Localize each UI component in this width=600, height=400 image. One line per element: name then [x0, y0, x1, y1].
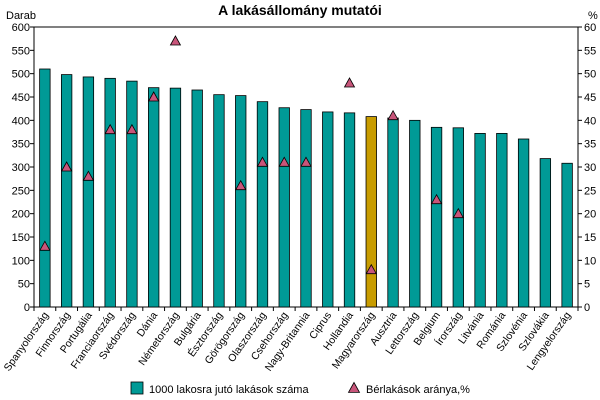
y-right-tick-label: 0 — [584, 302, 590, 314]
y-right-tick-label: 30 — [584, 162, 596, 174]
marker-point — [104, 123, 116, 135]
bar — [387, 117, 399, 308]
y-right-tick-label: 60 — [584, 22, 596, 34]
y-right-tick-label: 10 — [584, 255, 596, 267]
y-left-tick-label: 300 — [12, 162, 30, 174]
bar — [169, 87, 182, 308]
bar — [148, 87, 160, 308]
bar — [278, 107, 290, 308]
y-right-tick-label: 15 — [584, 232, 596, 244]
y-right-tick-label: 50 — [584, 69, 596, 81]
y-left-tick-label: 50 — [18, 279, 30, 291]
bar — [517, 138, 530, 308]
y-left-tick-label: 100 — [12, 255, 30, 267]
bar — [60, 74, 73, 308]
bar — [213, 94, 225, 308]
bar — [256, 101, 269, 308]
legend: 1000 lakosra jutó lakások száma Bérlakáso… — [130, 381, 470, 396]
marker-point — [235, 179, 247, 191]
bar — [409, 119, 421, 308]
y-left-tick-label: 550 — [12, 45, 30, 57]
marker-point — [126, 123, 138, 135]
bar — [82, 76, 95, 308]
marker-point — [452, 207, 464, 219]
legend-swatch-bars — [130, 381, 144, 395]
y-left-tick-label: 350 — [12, 139, 30, 151]
bar — [343, 112, 356, 308]
marker-point — [365, 263, 377, 275]
bar — [322, 111, 334, 308]
y-right-tick-label: 25 — [584, 185, 596, 197]
y-right-tick-label: 20 — [584, 209, 596, 221]
y-left-tick-label: 150 — [12, 232, 30, 244]
bar — [496, 132, 508, 308]
y-left-tick-label: 0 — [24, 302, 30, 314]
bar — [561, 162, 573, 308]
marker-point — [148, 91, 160, 102]
y-right-unit-label: % — [588, 10, 598, 22]
bar — [39, 68, 51, 308]
bar — [235, 95, 247, 308]
marker-point — [387, 109, 399, 121]
bar — [104, 77, 116, 308]
y-right-tick-label: 5 — [584, 279, 590, 291]
marker-point — [300, 156, 312, 167]
marker-point — [256, 156, 269, 167]
marker-point — [169, 35, 182, 46]
marker-point — [82, 170, 95, 181]
y-left-tick-label: 500 — [12, 69, 30, 81]
marker-point — [60, 161, 73, 172]
legend-swatch-markers — [347, 381, 361, 393]
y-left-unit-label: Darab — [6, 10, 36, 22]
y-left-tick-label: 200 — [12, 209, 30, 221]
legend-label-markers: Bérlakások aránya,% — [366, 384, 470, 396]
bar — [539, 158, 552, 308]
bar — [126, 80, 138, 308]
y-right-tick-label: 35 — [584, 139, 596, 151]
bar — [191, 89, 203, 308]
bar — [430, 126, 443, 308]
bar — [365, 116, 377, 308]
y-left-tick-label: 400 — [12, 115, 30, 127]
y-left-tick-label: 250 — [12, 185, 30, 197]
marker-point — [343, 77, 356, 88]
marker-point — [430, 193, 443, 205]
y-right-tick-label: 45 — [584, 92, 596, 104]
marker-point — [39, 240, 51, 251]
legend-label-bars: 1000 lakosra jutó lakások száma — [149, 384, 309, 396]
y-left-tick-label: 600 — [12, 22, 30, 34]
chart-title: A lakásállomány mutatói — [218, 2, 382, 18]
bar — [474, 132, 486, 308]
y-right-tick-label: 40 — [584, 115, 596, 127]
bar — [300, 109, 312, 308]
y-right-tick-label: 55 — [584, 45, 596, 57]
y-left-tick-label: 450 — [12, 92, 30, 104]
marker-point — [278, 156, 290, 167]
plot-area: 0 50 100 150 200 250 300 350 400 450 500 550 600 0 5 10… — [2, 22, 597, 374]
